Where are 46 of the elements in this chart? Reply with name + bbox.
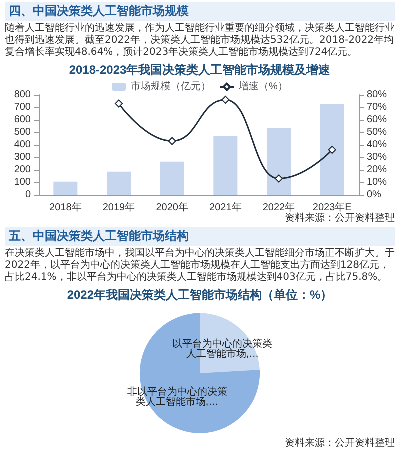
x-tick-label: 2020年 (156, 202, 188, 214)
y2-tick-label: 80% (367, 90, 388, 100)
chart-title: 2018-2023年我国决策类人工智能市场规模及增速 (69, 63, 332, 77)
point (275, 174, 283, 183)
x-tick-label: 2021年 (210, 202, 242, 214)
bar (320, 104, 344, 195)
point (168, 137, 176, 146)
bar (160, 162, 184, 195)
text: 资料来源：公开资料整理 (284, 213, 395, 225)
x-tick-label: 2023年E (312, 202, 352, 214)
bar (267, 128, 291, 195)
text: 五、中国决策类人工智能市场结构 (5, 227, 395, 246)
y2-tick-label: 50% (367, 127, 388, 138)
bar (214, 136, 238, 195)
y-tick-label: 800 (14, 90, 32, 100)
bar (107, 172, 131, 195)
y-tick-label: 200 (14, 164, 32, 176)
legend-label: 增速（%） (238, 80, 288, 92)
point (328, 146, 336, 154)
bar (54, 182, 78, 195)
y-tick-label: 700 (14, 102, 32, 113)
y2-tick-label: 0% (367, 190, 382, 200)
y-tick-label: 0 (25, 190, 32, 200)
text: 四、中国决策类人工智能市场规模 (5, 2, 395, 21)
x-tick-label: 2018年 (50, 202, 82, 214)
y-tick-label: 300 (14, 152, 32, 163)
text: 随着人工智能行业的迅速发展，作为人工智能行业重要的细分领域，决策类人工智能行业也得到迅速发展。截至2022年，决策类人工智能市场规模达532亿元。2018-2022年均复合增长率实现48.64%，预计2023年决策类人工智能市场规模达到724亿元。 (5, 23, 395, 59)
y-tick-label: 400 (14, 140, 32, 150)
y2-tick-label: 70% (367, 102, 388, 113)
text: 在决策类人工智能市场中，我国以平台为中心的决策类人工智能细分市场正不断扩大。于2022年，以平台为中心的决策类人工智能市场规模在人工智能支出方面达到128亿元，占比24.1%，非以平台为中心的决策类人工智能市场规模达到403亿元，占比75.8%。 (5, 248, 395, 284)
y2-tick-label: 20% (367, 164, 388, 176)
slice-label: 以平台为中心的决策类人工智能市场,… (172, 338, 273, 360)
legend-label: 市场规模（亿元） (131, 80, 212, 92)
point (222, 96, 230, 104)
text: 资料来源：公开资料整理 (284, 438, 395, 450)
y2-tick-label: 10% (367, 177, 388, 188)
y-tick-label: 100 (14, 177, 32, 188)
y-tick-label: 500 (14, 127, 32, 138)
y2-tick-label: 60% (367, 114, 388, 126)
chart-title: 2022年我国决策类人工智能市场结构（单位：%） (67, 288, 333, 302)
y-tick-label: 600 (14, 114, 32, 126)
point (115, 100, 123, 108)
x-tick-label: 2019年 (102, 202, 136, 214)
y2-tick-label: 40% (367, 140, 388, 150)
y2-tick-label: 30% (367, 152, 388, 163)
x-tick-label: 2022年 (262, 202, 296, 214)
